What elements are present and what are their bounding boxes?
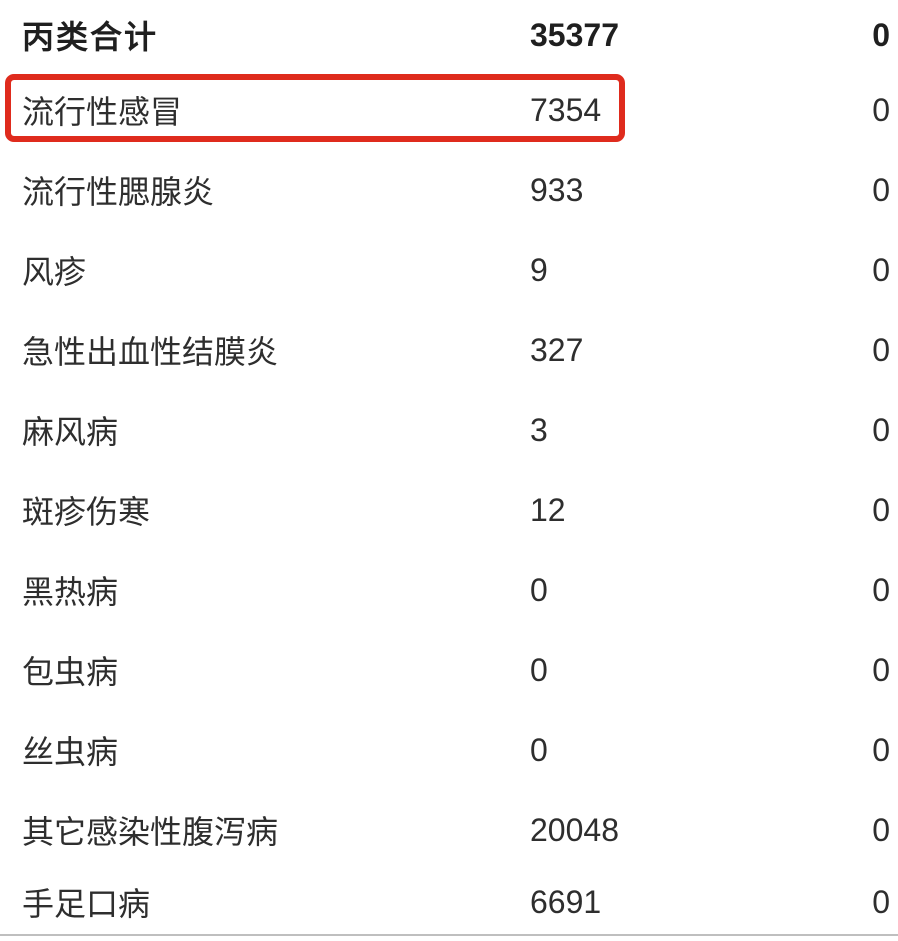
deaths-count-cell: 0: [872, 571, 890, 608]
deaths-count-cell: 0: [872, 171, 890, 208]
disease-name-cell: 丙类合计: [22, 19, 159, 55]
cases-count-cell: 0: [530, 571, 548, 608]
table-row: 麻风病 3 0: [0, 390, 898, 470]
disease-name-cell: 流行性腮腺炎: [22, 174, 215, 210]
disease-name-cell: 风疹: [22, 254, 87, 290]
table-row: 急性出血性结膜炎 327 0: [0, 310, 898, 390]
cases-count-cell: 0: [530, 651, 548, 688]
disease-name-cell: 手足口病: [22, 886, 151, 922]
cases-count-cell: 35377: [530, 16, 619, 53]
deaths-count-cell: 0: [872, 651, 890, 688]
cases-count-cell: 6691: [530, 883, 602, 920]
table-row: 丙类合计 35377 0: [0, 0, 898, 70]
table-row: 流行性腮腺炎 933 0: [0, 150, 898, 230]
deaths-count-cell: 0: [872, 16, 890, 53]
cases-count-cell: 0: [530, 731, 548, 768]
deaths-count-cell: 0: [872, 491, 890, 528]
deaths-count-cell: 0: [872, 811, 890, 848]
cases-count-cell: 933: [530, 171, 584, 208]
disease-name-cell: 包虫病: [22, 654, 119, 690]
deaths-count-cell: 0: [872, 251, 890, 288]
table-row: 丝虫病 0 0: [0, 710, 898, 790]
cases-count-cell: 12: [530, 491, 566, 528]
table-row: 风疹 9 0: [0, 230, 898, 310]
cases-count-cell: 3: [530, 411, 548, 448]
deaths-count-cell: 0: [872, 411, 890, 448]
table-row: 斑疹伤寒 12 0: [0, 470, 898, 550]
table-row: 黑热病 0 0: [0, 550, 898, 630]
disease-name-cell: 急性出血性结膜炎: [22, 334, 279, 370]
table-row: 包虫病 0 0: [0, 630, 898, 710]
disease-name-cell: 麻风病: [22, 414, 119, 450]
cases-count-cell: 327: [530, 331, 584, 368]
disease-name-cell: 流行性感冒: [22, 94, 183, 130]
disease-name-cell: 斑疹伤寒: [22, 494, 151, 530]
disease-name-cell: 丝虫病: [22, 734, 119, 770]
deaths-count-cell: 0: [872, 331, 890, 368]
table-row: 流行性感冒 7354 0: [0, 70, 898, 150]
table-row: 其它感染性腹泻病 20048 0: [0, 790, 898, 870]
disease-name-cell: 黑热病: [22, 574, 119, 610]
disease-name-cell: 其它感染性腹泻病: [22, 814, 279, 850]
table-row: 手足口病 6691 0: [0, 870, 898, 936]
deaths-count-cell: 0: [872, 91, 890, 128]
deaths-count-cell: 0: [872, 731, 890, 768]
deaths-count-cell: 0: [872, 883, 890, 920]
cases-count-cell: 20048: [530, 811, 619, 848]
cases-count-cell: 7354: [530, 91, 602, 128]
cases-count-cell: 9: [530, 251, 548, 288]
